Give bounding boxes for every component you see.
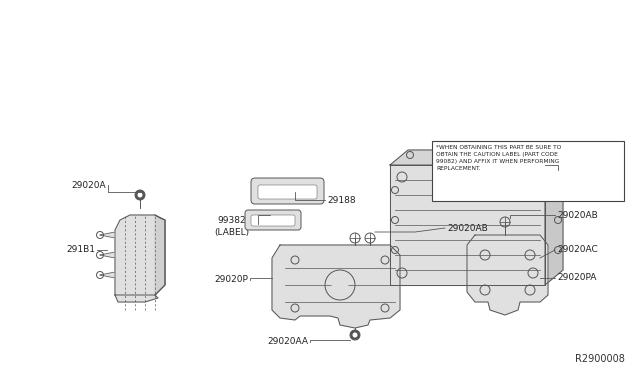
Text: 29020AC: 29020AC	[557, 246, 598, 254]
Text: 99382: 99382	[218, 215, 246, 224]
Text: (LABEL): (LABEL)	[214, 228, 250, 237]
FancyBboxPatch shape	[251, 178, 324, 204]
Circle shape	[138, 192, 143, 198]
Circle shape	[135, 190, 145, 200]
Text: 29020P: 29020P	[214, 276, 248, 285]
Text: 29020AB: 29020AB	[447, 224, 488, 232]
Text: 29020A: 29020A	[72, 180, 106, 189]
Polygon shape	[272, 245, 400, 328]
Text: *WHEN OBTAINING THIS PART BE SURE TO
OBTAIN THE CAUTION LABEL (PART CODE
99082) : *WHEN OBTAINING THIS PART BE SURE TO OBT…	[436, 145, 561, 171]
Polygon shape	[467, 235, 548, 315]
Polygon shape	[155, 215, 165, 295]
FancyBboxPatch shape	[258, 185, 317, 199]
Circle shape	[350, 330, 360, 340]
Polygon shape	[100, 252, 115, 258]
Polygon shape	[545, 150, 563, 285]
Text: 29020AA: 29020AA	[267, 337, 308, 346]
Text: 291B1: 291B1	[66, 246, 95, 254]
Polygon shape	[390, 150, 563, 165]
Polygon shape	[390, 165, 545, 285]
Polygon shape	[100, 272, 115, 278]
Bar	[432, 141, 624, 201]
Polygon shape	[100, 232, 115, 238]
Circle shape	[353, 333, 358, 337]
Text: 291A0: 291A0	[560, 160, 589, 170]
Text: 29020PA: 29020PA	[557, 273, 596, 282]
FancyBboxPatch shape	[245, 210, 301, 230]
Polygon shape	[115, 215, 165, 295]
Circle shape	[332, 277, 348, 293]
Text: 29188: 29188	[327, 196, 356, 205]
Polygon shape	[115, 295, 158, 302]
Text: R2900008: R2900008	[575, 354, 625, 364]
Text: 29020AB: 29020AB	[557, 211, 598, 219]
FancyBboxPatch shape	[251, 215, 295, 226]
